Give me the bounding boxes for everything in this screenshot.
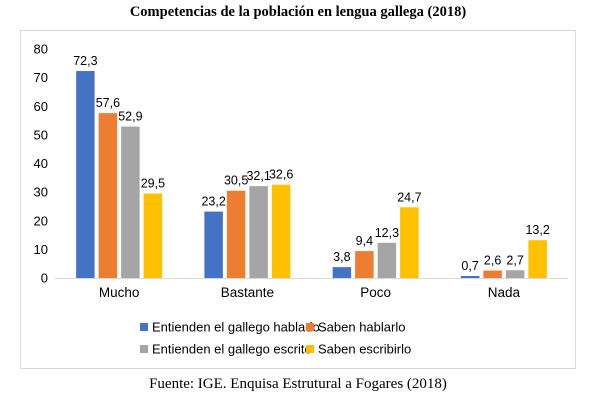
legend-label: Saben escribirlo (318, 342, 411, 357)
data-label: 13,2 (525, 223, 549, 237)
legend-swatch (140, 323, 148, 331)
y-tick-label: 0 (41, 271, 48, 286)
bar (271, 184, 291, 278)
data-label: 2,7 (506, 253, 523, 267)
x-category-label: Bastante (221, 285, 274, 300)
bar (483, 270, 502, 278)
bar (460, 275, 480, 278)
bar (121, 126, 140, 278)
y-tick-label: 70 (34, 70, 48, 85)
data-label: 32,6 (269, 168, 293, 182)
legend-swatch (306, 345, 314, 353)
data-label: 72,3 (73, 54, 97, 68)
y-tick-label: 20 (34, 213, 48, 228)
x-category-label: Poco (360, 285, 391, 300)
y-tick-label: 60 (34, 99, 48, 114)
bar (400, 207, 419, 278)
data-label: 3,8 (333, 250, 350, 264)
bar (226, 190, 246, 278)
y-tick-label: 30 (34, 185, 48, 200)
data-label: 57,6 (96, 96, 120, 110)
data-label: 29,5 (141, 177, 165, 191)
bar (249, 186, 268, 278)
source-note: Fuente: IGE. Enquisa Estrutural a Fogare… (149, 376, 447, 392)
chart-title: Competencias de la población en lengua g… (129, 4, 467, 20)
bar (98, 113, 118, 279)
data-label: 23,2 (201, 195, 225, 209)
bar (76, 71, 95, 278)
bar (355, 251, 374, 278)
data-label: 2,6 (484, 254, 501, 268)
data-label: 9,4 (356, 234, 373, 248)
bar (332, 267, 352, 278)
legend-label: Entienden el gallego escrito (152, 342, 312, 357)
x-category-label: Nada (488, 285, 521, 300)
legend-swatch (306, 323, 314, 331)
data-label: 32,1 (246, 169, 270, 183)
data-label: 0,7 (461, 259, 478, 273)
legend-label: Entienden el gallego hablado (152, 320, 320, 335)
bar (143, 193, 163, 278)
y-tick-label: 50 (34, 127, 48, 142)
bar (528, 240, 547, 278)
data-label: 52,9 (118, 110, 142, 124)
y-tick-label: 40 (34, 156, 48, 171)
bar (377, 242, 397, 278)
bar (204, 211, 223, 278)
y-tick-label: 80 (34, 42, 48, 57)
bar (505, 270, 525, 278)
y-tick-label: 10 (34, 242, 48, 257)
data-label: 12,3 (375, 226, 399, 240)
legend-label: Saben hablarlo (318, 320, 405, 335)
data-label: 24,7 (397, 190, 421, 204)
data-label: 30,5 (224, 174, 248, 188)
chart-frame (20, 30, 576, 369)
legend-swatch (140, 345, 148, 353)
x-category-label: Mucho (99, 285, 140, 300)
